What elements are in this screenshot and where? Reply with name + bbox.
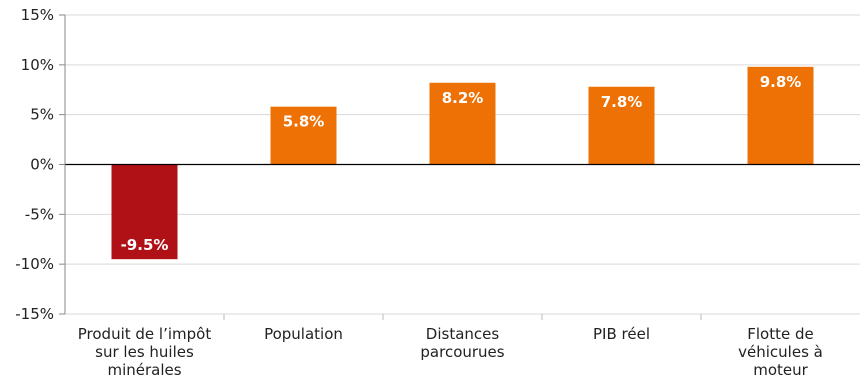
- x-category-label: Population: [264, 325, 343, 343]
- x-category-label: PIB réel: [593, 325, 650, 343]
- bar: [270, 106, 337, 165]
- x-category-label: Produit de l’impôt sur les huiles minérale…: [78, 325, 212, 379]
- y-tick-label: 10%: [21, 56, 54, 74]
- data-labels: -9.5% 5.8% 8.2% 7.8% 9.8%: [121, 73, 802, 254]
- data-label: -9.5%: [121, 236, 169, 254]
- y-tick-label: -10%: [15, 255, 54, 273]
- y-tick-label: -15%: [15, 305, 54, 323]
- x-category-label: Distances parcourues: [420, 325, 504, 361]
- x-axis-categories: Produit de l’impôt sur les huiles minérale…: [78, 314, 823, 379]
- bar: [429, 82, 496, 165]
- y-tick-label: 5%: [30, 106, 54, 124]
- data-label: 9.8%: [760, 73, 802, 91]
- y-tick-label: 15%: [21, 6, 54, 24]
- bar: [111, 164, 178, 260]
- data-label: 5.8%: [283, 113, 325, 131]
- bar: [747, 66, 814, 165]
- y-axis-ticks: 15% 10% 5% 0% -5% -10% -15%: [15, 6, 65, 323]
- x-category-label: Flotte de véhicules à moteur: [738, 325, 823, 379]
- data-label: 7.8%: [601, 93, 643, 111]
- y-tick-label: 0%: [30, 156, 54, 174]
- bars: [111, 66, 814, 260]
- y-tick-label: -5%: [25, 205, 54, 223]
- data-label: 8.2%: [442, 89, 484, 107]
- bar: [588, 86, 655, 165]
